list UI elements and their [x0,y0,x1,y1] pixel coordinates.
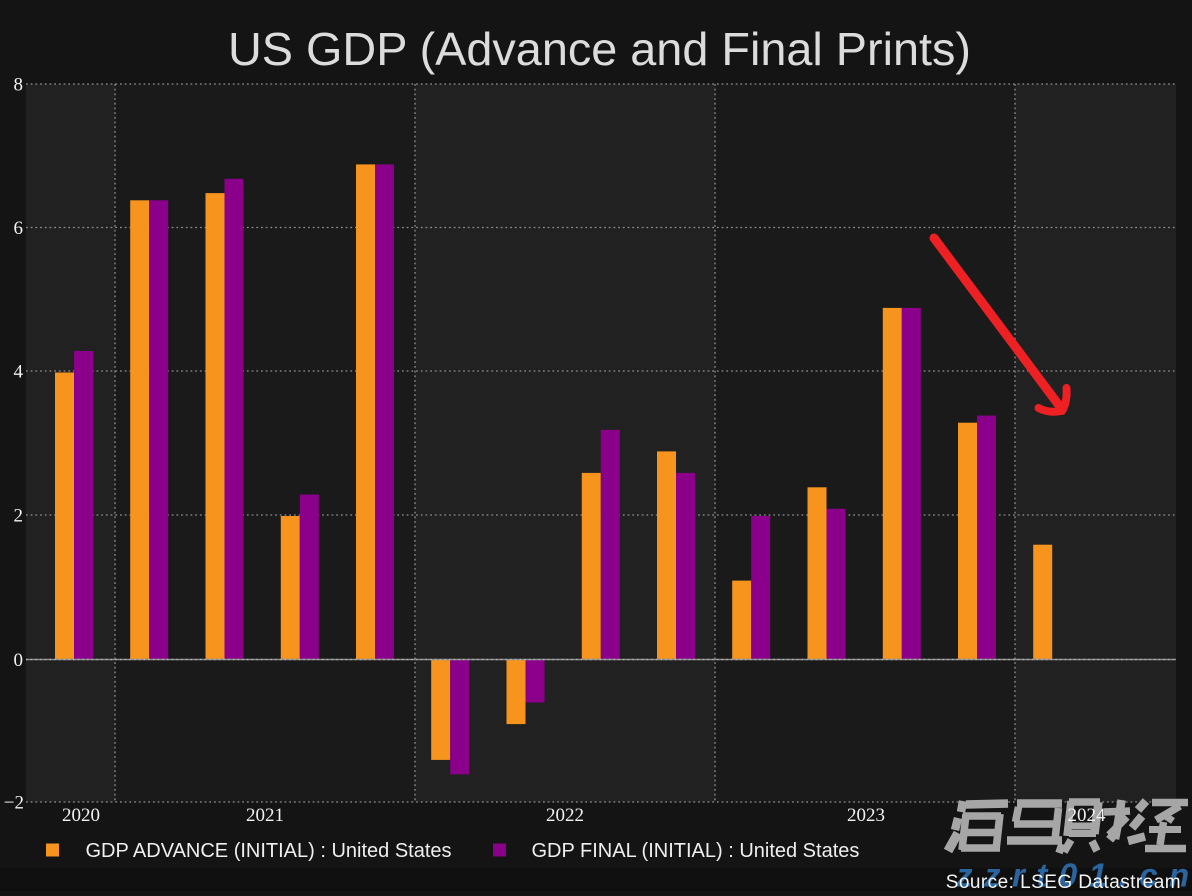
svg-text:4: 4 [14,361,24,382]
svg-text:2024: 2024 [1068,805,1107,826]
svg-text:2020: 2020 [62,805,100,826]
svg-text:Source: LSEG Datastream: Source: LSEG Datastream [946,872,1181,891]
svg-text:0: 0 [14,650,24,671]
svg-text:2023: 2023 [847,805,885,826]
svg-text:GDP FINAL (INITIAL) : United S: GDP FINAL (INITIAL) : United States [532,840,860,862]
svg-text:GDP ADVANCE (INITIAL) : United: GDP ADVANCE (INITIAL) : United States [86,840,452,862]
svg-text:US GDP (Advance and Final Prin: US GDP (Advance and Final Prints) [228,23,971,75]
svg-text:−2: −2 [4,792,24,813]
svg-text:2022: 2022 [546,805,584,826]
svg-text:8: 8 [14,74,24,95]
svg-text:2021: 2021 [246,805,284,826]
svg-text:2: 2 [14,505,24,526]
svg-text:zzrt01.cn: zzrt01.cn [955,857,1192,892]
svg-text:6: 6 [14,218,24,239]
